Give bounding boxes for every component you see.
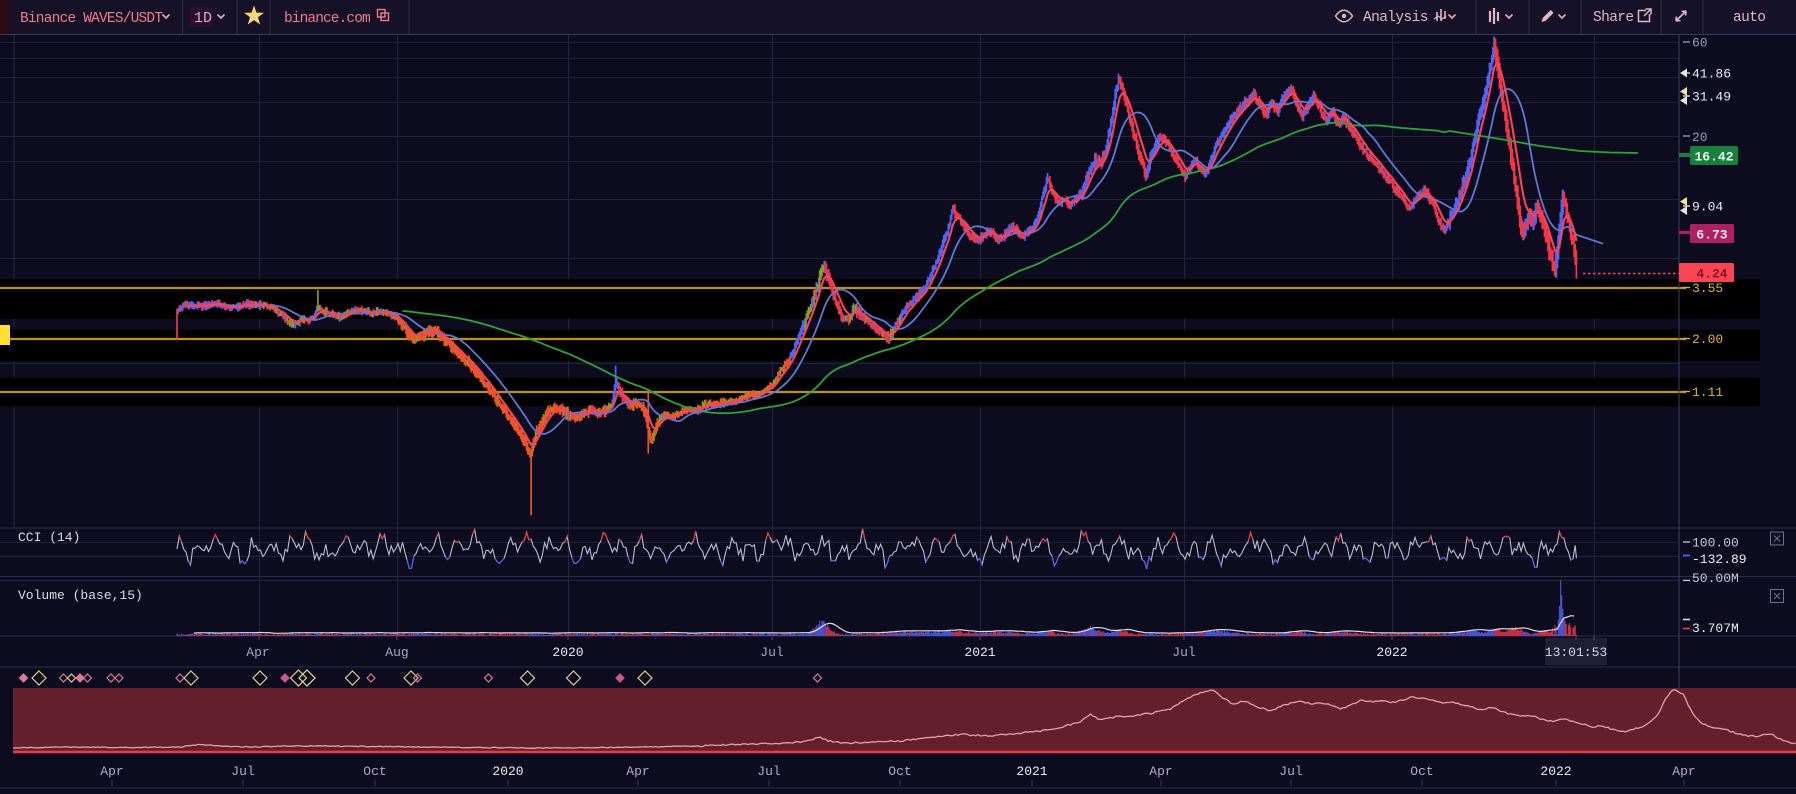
- svg-text:1.11: 1.11: [1692, 385, 1723, 400]
- svg-text:CCI (14): CCI (14): [18, 530, 80, 545]
- svg-text:Apr: Apr: [246, 645, 269, 660]
- svg-text:2022: 2022: [1540, 764, 1571, 779]
- svg-text:2022: 2022: [1376, 645, 1407, 660]
- svg-text:13:01:53: 13:01:53: [1545, 645, 1607, 660]
- svg-text:Oct: Oct: [1410, 764, 1433, 779]
- svg-text:2020: 2020: [552, 645, 583, 660]
- svg-text:100.00: 100.00: [1692, 536, 1739, 551]
- svg-text:Jul: Jul: [1279, 764, 1303, 779]
- svg-text:Oct: Oct: [888, 764, 911, 779]
- svg-text:Apr: Apr: [1149, 764, 1172, 779]
- svg-text:2021: 2021: [1016, 764, 1047, 779]
- svg-text:Analysis: Analysis: [1363, 10, 1428, 26]
- svg-text:9.04: 9.04: [1692, 200, 1723, 215]
- svg-text:2020: 2020: [492, 764, 523, 779]
- svg-text:Aug: Aug: [385, 645, 408, 660]
- svg-text:Share: Share: [1593, 10, 1634, 26]
- svg-text:60: 60: [1692, 36, 1708, 51]
- svg-text:2021: 2021: [964, 645, 995, 660]
- svg-text:auto: auto: [1733, 10, 1765, 26]
- svg-text:binance.com: binance.com: [284, 11, 370, 27]
- svg-text:31.49: 31.49: [1692, 90, 1731, 105]
- svg-text:Apr: Apr: [1672, 764, 1695, 779]
- svg-text:2.00: 2.00: [1692, 332, 1723, 347]
- svg-text:3.55: 3.55: [1692, 281, 1723, 296]
- svg-text:Apr: Apr: [626, 764, 649, 779]
- svg-text:16.42: 16.42: [1694, 150, 1733, 165]
- svg-text:3.707M: 3.707M: [1692, 621, 1739, 636]
- svg-text:4.24: 4.24: [1696, 267, 1727, 282]
- svg-text:6.73: 6.73: [1696, 228, 1727, 243]
- svg-text:Jul: Jul: [231, 764, 255, 779]
- svg-text:-132.89: -132.89: [1692, 552, 1747, 567]
- svg-text:Volume (base,15): Volume (base,15): [18, 588, 143, 603]
- svg-text:Binance WAVES/USDT: Binance WAVES/USDT: [20, 11, 163, 27]
- svg-text:Jul: Jul: [1172, 645, 1196, 660]
- svg-text:Oct: Oct: [363, 764, 386, 779]
- svg-text:20: 20: [1692, 130, 1708, 145]
- svg-text:Jul: Jul: [757, 764, 781, 779]
- svg-text:41.86: 41.86: [1692, 67, 1731, 82]
- svg-text:1D: 1D: [194, 10, 212, 27]
- svg-text:Jul: Jul: [760, 645, 784, 660]
- svg-text:50.00M: 50.00M: [1692, 571, 1739, 586]
- svg-text:Apr: Apr: [100, 764, 123, 779]
